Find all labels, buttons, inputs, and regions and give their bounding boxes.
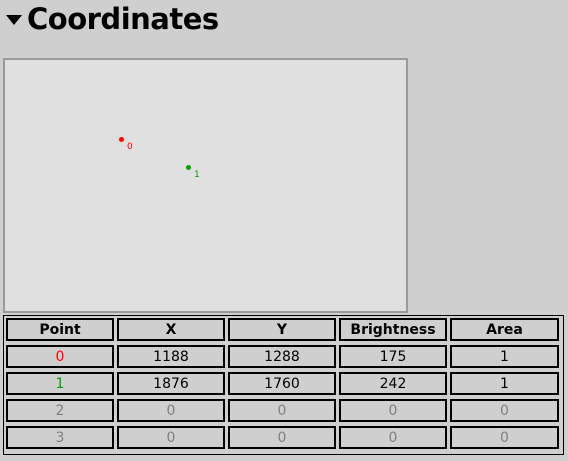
cell-point: 1 [6,372,114,395]
cell-area: 1 [450,372,559,395]
cell-x: 0 [117,426,225,449]
cell-point: 0 [6,345,114,368]
column-header-area: Area [450,318,559,341]
cell-brightness: 175 [339,345,447,368]
cell-y: 0 [228,399,336,422]
section-header[interactable]: Coordinates [6,0,219,38]
cell-y: 1760 [228,372,336,395]
section-title: Coordinates [27,2,219,36]
collapse-triangle-icon[interactable] [6,15,22,25]
point-label-1: 1 [194,170,200,180]
table-row: 0 1188 1288 175 1 [4,343,563,370]
column-header-brightness: Brightness [339,318,447,341]
point-marker-1[interactable] [186,165,191,170]
cell-x: 0 [117,399,225,422]
table-row: 3 0 0 0 0 [4,424,563,451]
cell-y: 1288 [228,345,336,368]
cell-y: 0 [228,426,336,449]
cell-brightness: 0 [339,426,447,449]
table-header-row: Point X Y Brightness Area [4,316,563,343]
point-label-0: 0 [127,142,133,152]
column-header-point: Point [6,318,114,341]
cell-x: 1876 [117,372,225,395]
table-row: 2 0 0 0 0 [4,397,563,424]
coordinates-canvas[interactable]: 0 1 [3,58,408,313]
cell-point: 3 [6,426,114,449]
cell-point: 2 [6,399,114,422]
cell-area: 0 [450,426,559,449]
table-row: 1 1876 1760 242 1 [4,370,563,397]
cell-brightness: 242 [339,372,447,395]
point-marker-0[interactable] [119,137,124,142]
column-header-x: X [117,318,225,341]
cell-brightness: 0 [339,399,447,422]
cell-area: 1 [450,345,559,368]
cell-x: 1188 [117,345,225,368]
cell-area: 0 [450,399,559,422]
column-header-y: Y [228,318,336,341]
coordinates-table: Point X Y Brightness Area 0 1188 1288 17… [3,315,564,455]
